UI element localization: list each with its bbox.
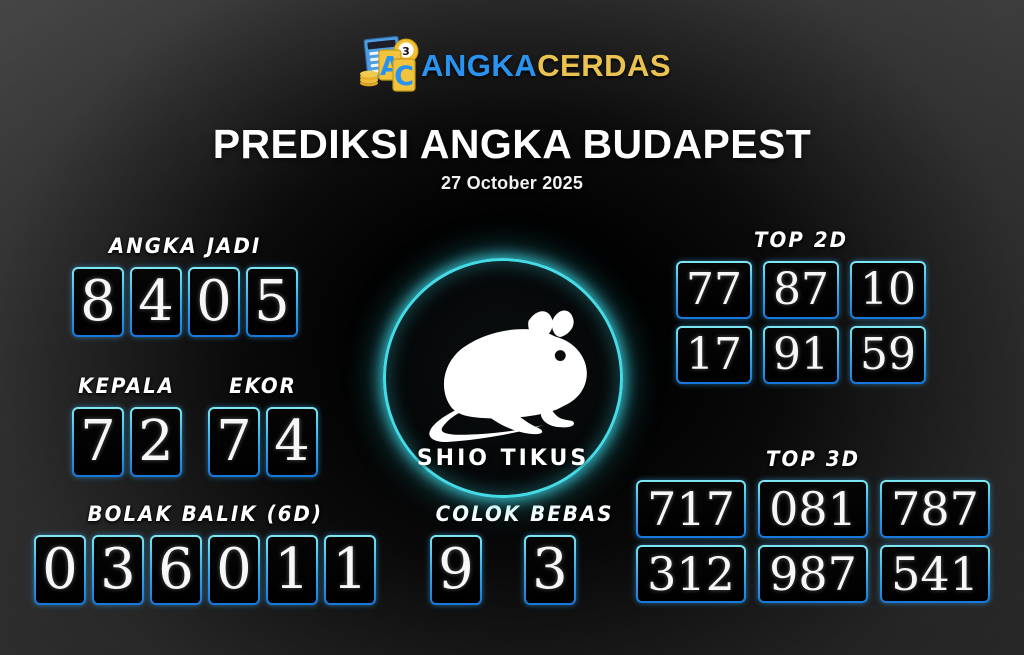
digit-tile: 0: [208, 535, 260, 605]
page-title: PREDIKSI ANGKA BUDAPEST: [212, 121, 812, 167]
number-tile: 91: [763, 326, 839, 384]
lottery-logo-icon: 3 A C: [353, 34, 427, 96]
number-tile: 87: [763, 261, 839, 319]
ekor-tiles: 7 4: [208, 407, 318, 477]
number-tile: 717: [636, 480, 746, 538]
digit-tile: 7: [72, 407, 124, 477]
colok-bebas-tiles: 9 3: [430, 535, 619, 605]
monogram-c: C: [394, 61, 414, 92]
section-label-colok-bebas: COLOK BEBAS: [435, 502, 614, 526]
digit-tile: 2: [130, 407, 182, 477]
digit-tile: 1: [324, 535, 376, 605]
digit-tile: 1: [266, 535, 318, 605]
digit-tile: 4: [130, 267, 182, 337]
digit-tile: 0: [34, 535, 86, 605]
section-label-ekor: EKOR: [229, 374, 297, 398]
rat-icon: [429, 310, 587, 443]
number-tile: 987: [758, 545, 868, 603]
digit-tile: 6: [150, 535, 202, 605]
top-2d-grid: 77 87 10 17 91 59: [676, 261, 926, 384]
brand-name-angka: ANGKA: [420, 47, 538, 83]
brand-wordmark: ANGKACERDAS: [421, 50, 671, 81]
section-top-2d: TOP 2D 77 87 10 17 91 59: [676, 228, 926, 384]
number-tile: 17: [676, 326, 752, 384]
section-label-angka-jadi: ANGKA JADI: [108, 234, 262, 258]
number-tile: 312: [636, 545, 746, 603]
top-2d-row: 17 91 59: [676, 326, 926, 384]
brand-logo: 3 A C ANGKACERDAS: [0, 34, 1024, 96]
section-label-top-3d: TOP 3D: [765, 447, 861, 471]
digit-tile: 5: [246, 267, 298, 337]
prediction-date: 27 October 2025: [440, 173, 584, 193]
section-label-bolak-balik: BOLAK BALIK (6D): [87, 502, 323, 526]
section-label-kepala: KEPALA: [78, 374, 176, 398]
section-colok-bebas: COLOK BEBAS 9 3: [430, 502, 619, 605]
kepala-tiles: 7 2: [72, 407, 182, 477]
digit-tile: 8: [72, 267, 124, 337]
number-tile: 081: [758, 480, 868, 538]
section-ekor: EKOR 7 4: [208, 374, 318, 477]
number-tile: 787: [880, 480, 990, 538]
shio-label: SHIO TIKUS: [416, 446, 590, 471]
section-kepala: KEPALA 7 2: [72, 374, 182, 477]
digit-tile: 3: [92, 535, 144, 605]
ball-number: 3: [402, 45, 410, 58]
digit-tile: 7: [208, 407, 260, 477]
digit-tile: 9: [430, 535, 482, 605]
brand-name-cerdas: CERDAS: [537, 47, 672, 83]
bolak-balik-tiles: 0 3 6 0 1 1: [34, 535, 376, 605]
section-bolak-balik: BOLAK BALIK (6D) 0 3 6 0 1 1: [34, 502, 376, 605]
number-tile: 77: [676, 261, 752, 319]
angka-jadi-tiles: 8 4 0 5: [72, 267, 298, 337]
digit-tile: 4: [266, 407, 318, 477]
shio-badge: SHIO TIKUS: [383, 258, 623, 498]
section-angka-jadi: ANGKA JADI 8 4 0 5: [72, 234, 298, 337]
top-3d-grid: 717 081 787 312 987 541: [636, 480, 990, 603]
digit-tile: 3: [524, 535, 576, 605]
top-3d-row: 312 987 541: [636, 545, 990, 603]
section-top-3d: TOP 3D 717 081 787 312 987 541: [636, 447, 990, 603]
number-tile: 541: [880, 545, 990, 603]
digit-tile: 0: [188, 267, 240, 337]
top-2d-row: 77 87 10: [676, 261, 926, 319]
section-label-top-2d: TOP 2D: [753, 228, 849, 252]
top-3d-row: 717 081 787: [636, 480, 990, 538]
number-tile: 59: [850, 326, 926, 384]
number-tile: 10: [850, 261, 926, 319]
